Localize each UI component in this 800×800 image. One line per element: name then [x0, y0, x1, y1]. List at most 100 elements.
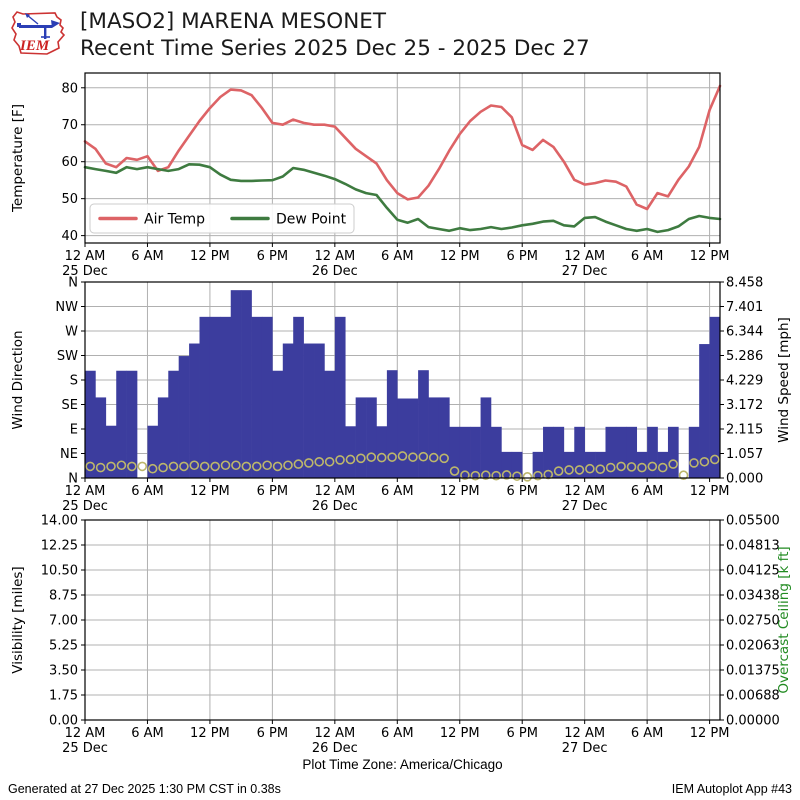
wind-speed-marker: [605, 462, 616, 473]
x-tick-label: 6 AM: [131, 726, 164, 741]
y-tick-label: 12.25: [41, 539, 78, 554]
timezone-label: Plot Time Zone: America/Chicago: [302, 757, 503, 772]
wind-speed-marker: [272, 461, 283, 472]
x-tick-label: 6 PM: [257, 726, 288, 741]
y-tick-label-right: 0.05500: [726, 514, 780, 529]
x-tick-label: 12 PM: [440, 484, 480, 499]
wind-direction-bar: [126, 370, 138, 478]
x-tick-label: 12 PM: [690, 726, 730, 741]
wind-direction-bar: [386, 370, 398, 478]
y-tick-label-right: 0.02063: [726, 639, 780, 654]
wind-speed-marker: [137, 461, 148, 472]
wind-direction-bar: [418, 370, 429, 478]
y-tick-label: 10.50: [41, 564, 78, 579]
x-tick-label: 12 AM: [314, 249, 355, 264]
wind-speed-marker: [657, 462, 668, 473]
wind-direction-bar: [293, 316, 304, 478]
wind-speed-marker: [460, 470, 470, 481]
wind-speed-marker: [709, 454, 720, 465]
y-tick-label: 80: [61, 81, 78, 96]
wind-direction-bar: [366, 397, 377, 478]
y-axis-label-right: Wind Speed [mph]: [776, 317, 792, 443]
wind-direction-bar: [199, 316, 211, 478]
y-tick-label-right: 0.03438: [726, 589, 780, 604]
x-tick-label: 12 PM: [190, 484, 230, 499]
x-date-label: 26 Dec: [312, 499, 358, 514]
dew-point-line: [83, 163, 722, 234]
wind-speed-marker: [314, 456, 325, 467]
x-tick-label: 6 AM: [381, 249, 414, 264]
y-tick-label: NE: [60, 447, 78, 462]
y-tick-label-right: 5.286: [726, 349, 763, 364]
wind-speed-markers: [85, 451, 720, 482]
wind-speed-marker: [533, 470, 543, 481]
wind-direction-bar: [189, 343, 200, 478]
y-tick-label-right: 0.04125: [726, 564, 780, 579]
wind-direction-bar: [376, 426, 388, 478]
wind-direction-bar: [428, 397, 440, 478]
iem-logo: IEM: [11, 11, 66, 55]
wind-speed-marker: [428, 452, 439, 463]
wind-direction-bar: [511, 451, 523, 478]
x-tick-label: 6 AM: [381, 726, 414, 741]
wind-speed-marker: [241, 461, 252, 472]
plot-titles: [MASO2] MARENA MESONET Recent Time Serie…: [80, 8, 590, 62]
wind-speed-marker: [324, 456, 335, 467]
x-date-label: 27 Dec: [562, 499, 608, 514]
x-tick-label: 6 AM: [131, 484, 164, 499]
x-tick-label: 12 AM: [314, 484, 355, 499]
wind-speed-marker: [345, 454, 356, 465]
y-axis-label: Visibility [miles]: [10, 566, 26, 673]
wind-speed-marker: [491, 470, 501, 481]
wind-direction-bar: [230, 290, 242, 478]
x-tick-label: 12 AM: [564, 249, 605, 264]
y-tick-label: 5.25: [49, 639, 78, 654]
wind-direction-bar: [470, 426, 481, 478]
wind-direction-bar: [563, 451, 575, 478]
wind-direction-bar: [303, 343, 315, 478]
wind-direction-bar: [241, 290, 252, 478]
wind-direction-bar: [105, 425, 117, 478]
y-tick-label: E: [70, 423, 78, 438]
wind-speed-marker: [335, 455, 345, 465]
wind-direction-bar: [324, 370, 336, 478]
wind-direction-bar: [501, 451, 513, 478]
legend: Air Temp Dew Point: [89, 203, 355, 234]
x-date-label: 25 Dec: [62, 741, 108, 756]
wind-speed-marker: [106, 461, 116, 472]
generated-stamp: Generated at 27 Dec 2025 1:30 PM CST in …: [8, 782, 281, 796]
y-tick-label-right: 0.04813: [726, 539, 780, 554]
y-tick-label-right: 8.458: [726, 276, 763, 291]
y-tick-label: 14.00: [41, 514, 78, 529]
wind-speed-marker: [553, 466, 564, 476]
wind-direction-bar: [178, 356, 190, 478]
y-tick-label: SW: [57, 349, 78, 364]
x-tick-label: 12 AM: [314, 726, 355, 741]
y-tick-label: N: [68, 472, 78, 487]
x-tick-label: 6 AM: [631, 726, 664, 741]
wind-speed-marker: [168, 461, 179, 472]
wind-direction-bar: [532, 451, 544, 478]
wind-direction-bar: [699, 344, 710, 478]
y-axis-label-right: Overcast Ceiling [k ft]: [776, 546, 792, 693]
wind-speed-marker: [376, 452, 387, 463]
x-tick-label: 12 PM: [440, 726, 480, 741]
x-date-label: 27 Dec: [562, 264, 608, 279]
y-tick-label-right: 4.229: [726, 374, 763, 389]
wind-speed-marker: [199, 461, 210, 472]
x-tick-label: 12 AM: [65, 484, 106, 499]
x-tick-label: 12 AM: [564, 726, 605, 741]
wind-speed-marker: [85, 461, 96, 472]
panel-border: [84, 72, 721, 244]
wind-direction-bar: [397, 398, 409, 478]
wind-speed-marker: [564, 465, 574, 475]
x-tick-label: 12 PM: [690, 249, 730, 264]
wind-direction-bar: [334, 316, 346, 478]
wind-direction-bar: [407, 398, 419, 478]
wind-direction-bar: [605, 426, 617, 478]
wind-direction-bar: [355, 397, 367, 478]
x-tick-label: 12 PM: [440, 249, 480, 264]
wind-direction-bar: [449, 426, 461, 478]
wind-speed-marker: [387, 452, 397, 462]
